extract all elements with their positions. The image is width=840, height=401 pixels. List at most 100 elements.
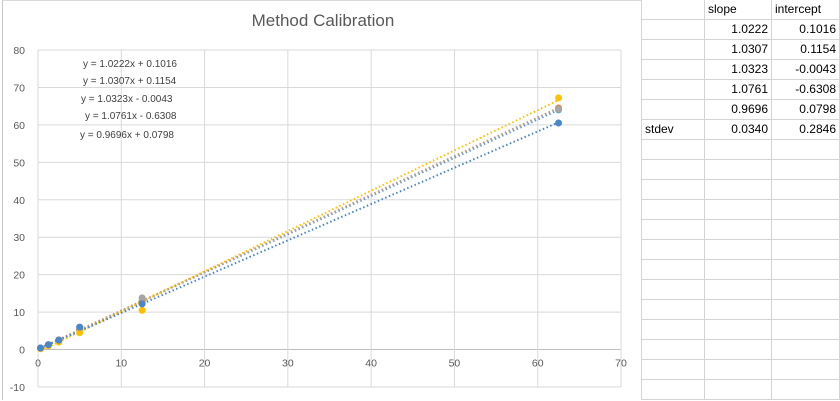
sheet-cell[interactable]: -0.6308 <box>772 80 840 100</box>
sheet-cell[interactable] <box>641 140 705 160</box>
sheet-cell[interactable] <box>641 300 705 320</box>
sheet-cell[interactable] <box>705 380 772 400</box>
sheet-cell[interactable] <box>772 280 840 300</box>
sheet-cell[interactable]: stdev <box>641 120 705 140</box>
sheet-cell[interactable] <box>641 40 705 60</box>
y-tick-label: 10 <box>13 307 25 319</box>
data-point[interactable] <box>44 341 52 349</box>
scatter-chart[interactable]: Method Calibration 80 70 60 50 40 30 20 10 0 -10 0… <box>2 0 641 400</box>
spreadsheet-grid: slope intercept 1.0222 0.1016 1.0307 0.1154 1.… <box>641 0 840 400</box>
sheet-cell[interactable] <box>705 280 772 300</box>
header-cell[interactable] <box>641 0 705 20</box>
sheet-cell[interactable] <box>772 300 840 320</box>
y-tick-label: 80 <box>13 45 25 57</box>
trendline-equation-2[interactable]: y = 1.0307x + 0.1154 <box>83 76 177 87</box>
trendline-equation-4[interactable]: y = 1.0761x - 0.6308 <box>85 111 177 122</box>
x-tick-label: 0 <box>35 358 41 370</box>
sheet-cell[interactable] <box>772 320 840 340</box>
chart-title: Method Calibration <box>251 11 395 30</box>
sheet-cell[interactable] <box>772 260 840 280</box>
sheet-cell[interactable] <box>641 360 705 380</box>
sheet-cell[interactable] <box>705 180 772 200</box>
sheet-cell[interactable] <box>772 240 840 260</box>
trendline-equation-3[interactable]: y = 1.0323x - 0.0043 <box>81 94 173 105</box>
y-tick-label: 0 <box>19 345 25 357</box>
sheet-cell[interactable] <box>772 380 840 400</box>
data-point[interactable] <box>138 294 146 302</box>
sheet-cell[interactable] <box>641 320 705 340</box>
data-point[interactable] <box>76 323 84 331</box>
sheet-cell[interactable] <box>772 360 840 380</box>
sheet-cell[interactable] <box>705 160 772 180</box>
sheet-cell[interactable] <box>772 220 840 240</box>
sheet-cell[interactable]: 0.9696 <box>705 100 772 120</box>
plot-area: 80 70 60 50 40 30 20 10 0 -10 0 10 20 30 40 50 60 70 <box>10 45 627 394</box>
sheet-cell[interactable] <box>641 240 705 260</box>
sheet-cell[interactable] <box>705 220 772 240</box>
sheet-cell[interactable]: 0.1154 <box>772 40 840 60</box>
sheet-cell[interactable]: 1.0222 <box>705 20 772 40</box>
sheet-cell[interactable] <box>705 140 772 160</box>
header-cell[interactable]: slope <box>705 0 772 20</box>
sheet-cell[interactable]: 0.2846 <box>772 120 840 140</box>
sheet-cell[interactable] <box>772 140 840 160</box>
sheet-cell[interactable] <box>641 340 705 360</box>
x-tick-label: 40 <box>365 358 377 370</box>
data-point[interactable] <box>55 336 63 344</box>
sheet-cell[interactable] <box>705 360 772 380</box>
sheet-cell[interactable] <box>772 340 840 360</box>
sheet-cell[interactable] <box>705 260 772 280</box>
data-point[interactable] <box>138 306 146 314</box>
sheet-cell[interactable] <box>705 300 772 320</box>
y-tick-label: 30 <box>13 232 25 244</box>
sheet-cell[interactable] <box>641 260 705 280</box>
data-point[interactable] <box>555 105 563 113</box>
y-tick-label: 50 <box>13 157 25 169</box>
y-tick-label: 60 <box>13 120 25 132</box>
data-point[interactable] <box>555 119 563 127</box>
sheet-cell[interactable]: 0.0340 <box>705 120 772 140</box>
data-point[interactable] <box>76 329 84 337</box>
trendline-equation-5[interactable]: y = 0.9696x + 0.0798 <box>80 130 174 141</box>
x-tick-label: 70 <box>615 358 627 370</box>
sheet-cell[interactable] <box>772 180 840 200</box>
data-point[interactable] <box>36 344 44 352</box>
sheet-cell[interactable]: 1.0323 <box>705 60 772 80</box>
sheet-cell[interactable] <box>705 240 772 260</box>
sheet-cell[interactable] <box>641 20 705 40</box>
trendline[interactable] <box>40 121 559 350</box>
sheet-cell[interactable] <box>641 220 705 240</box>
sheet-cell[interactable] <box>641 280 705 300</box>
y-tick-label: 70 <box>13 82 25 94</box>
sheet-cell[interactable] <box>705 340 772 360</box>
y-tick-label: 20 <box>13 270 25 282</box>
trendline[interactable] <box>40 107 559 349</box>
sheet-cell[interactable] <box>641 180 705 200</box>
y-tick-label: -10 <box>10 382 25 394</box>
sheet-cell[interactable]: 0.0798 <box>772 100 840 120</box>
header-cell[interactable]: intercept <box>772 0 840 20</box>
sheet-cell[interactable] <box>641 160 705 180</box>
sheet-cell[interactable]: 1.0761 <box>705 80 772 100</box>
sheet-cell[interactable]: -0.0043 <box>772 60 840 80</box>
sheet-cell[interactable]: 1.0307 <box>705 40 772 60</box>
sheet-cell[interactable] <box>772 160 840 180</box>
x-tick-label: 60 <box>532 358 544 370</box>
data-point[interactable] <box>555 94 563 102</box>
sheet-cell[interactable] <box>772 200 840 220</box>
sheet-cell[interactable] <box>641 380 705 400</box>
sheet-cell[interactable] <box>705 320 772 340</box>
x-tick-label: 30 <box>282 358 294 370</box>
sheet-cell[interactable] <box>641 80 705 100</box>
trendline-equation-1[interactable]: y = 1.0222x + 0.1016 <box>83 59 177 70</box>
sheet-cell[interactable]: 0.1016 <box>772 20 840 40</box>
x-tick-label: 20 <box>199 358 211 370</box>
data-point[interactable] <box>138 300 146 308</box>
x-tick-label: 10 <box>115 358 127 370</box>
y-tick-label: 40 <box>13 195 25 207</box>
sheet-cell[interactable] <box>641 200 705 220</box>
sheet-cell[interactable] <box>641 100 705 120</box>
sheet-cell[interactable] <box>705 200 772 220</box>
sheet-cell[interactable] <box>641 60 705 80</box>
x-tick-label: 50 <box>449 358 461 370</box>
